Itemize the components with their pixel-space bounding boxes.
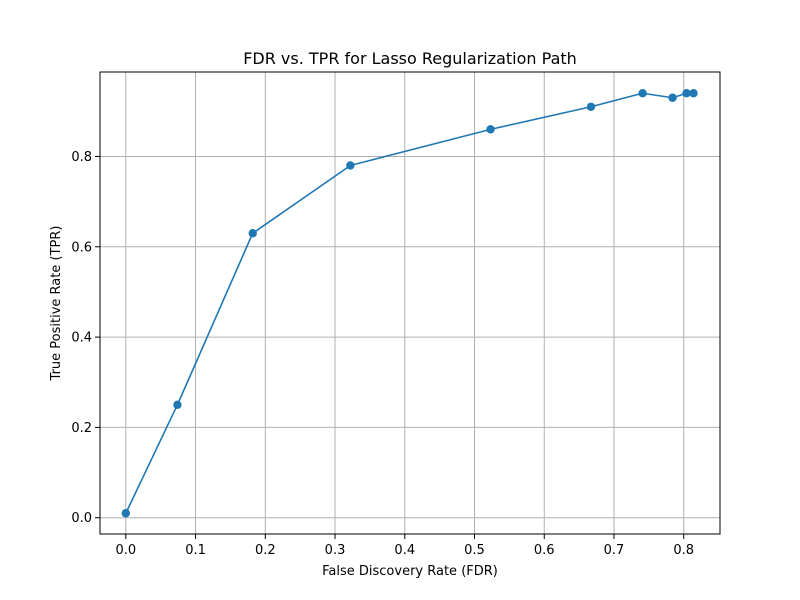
- data-point: [346, 161, 355, 170]
- y-tick-label: 0.2: [71, 421, 92, 436]
- x-tick-label: 0.2: [255, 543, 276, 558]
- x-tick-label: 0.1: [185, 543, 206, 558]
- data-point: [486, 125, 495, 134]
- x-tick-label: 0.0: [115, 543, 136, 558]
- x-axis-ticks: 0.0 0.1 0.2 0.3 0.4 0.5 0.6 0.7 0.8: [115, 534, 694, 558]
- data-point: [173, 400, 182, 410]
- x-tick-label: 0.6: [534, 543, 555, 558]
- y-tick-label: 0.6: [71, 240, 92, 255]
- y-axis-ticks: 0.0 0.2 0.4 0.6 0.8: [71, 150, 100, 526]
- y-tick-label: 0.0: [71, 511, 92, 526]
- series-group: [121, 89, 698, 518]
- data-point: [668, 93, 677, 102]
- y-axis-label: True Positive Rate (TPR): [49, 226, 64, 382]
- chart-title: FDR vs. TPR for Lasso Regularization Pat…: [243, 49, 577, 68]
- y-tick-label: 0.4: [71, 331, 92, 346]
- data-point: [121, 509, 131, 518]
- data-point: [682, 89, 691, 98]
- x-tick-label: 0.5: [464, 543, 485, 558]
- x-tick-label: 0.7: [604, 543, 625, 558]
- data-point: [689, 89, 698, 98]
- series-line: [125, 92, 694, 514]
- data-point: [638, 89, 647, 98]
- x-tick-label: 0.3: [325, 543, 346, 558]
- x-tick-label: 0.8: [673, 543, 694, 558]
- x-axis-label: False Discovery Rate (FDR): [322, 564, 498, 579]
- y-tick-label: 0.8: [71, 150, 92, 165]
- plot-frame: [99, 71, 721, 535]
- x-tick-label: 0.4: [394, 543, 415, 558]
- data-point: [586, 102, 596, 111]
- grid: [100, 72, 720, 534]
- data-point: [248, 229, 257, 238]
